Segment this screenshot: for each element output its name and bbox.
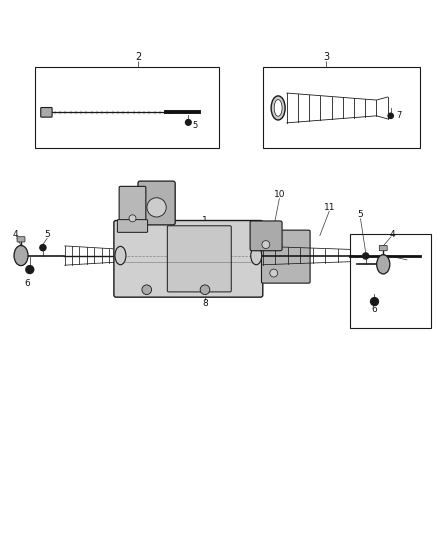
FancyBboxPatch shape: [261, 230, 310, 283]
Bar: [35, 67, 219, 148]
Bar: [263, 67, 420, 148]
Ellipse shape: [115, 246, 126, 265]
Bar: [350, 233, 431, 328]
Ellipse shape: [251, 246, 261, 265]
FancyBboxPatch shape: [250, 221, 282, 251]
Text: 5: 5: [357, 211, 364, 219]
Text: 2: 2: [135, 52, 141, 62]
Text: 5: 5: [44, 230, 50, 239]
Text: 10: 10: [274, 190, 285, 199]
Circle shape: [363, 253, 369, 259]
Ellipse shape: [377, 255, 390, 274]
FancyBboxPatch shape: [17, 237, 25, 242]
Circle shape: [26, 265, 34, 273]
Circle shape: [142, 285, 152, 295]
Circle shape: [371, 297, 378, 305]
Text: 11: 11: [324, 203, 335, 212]
FancyBboxPatch shape: [41, 108, 52, 117]
FancyBboxPatch shape: [117, 220, 148, 232]
Text: 6: 6: [371, 305, 378, 314]
Text: 9: 9: [141, 187, 147, 196]
Circle shape: [147, 198, 166, 217]
Circle shape: [388, 113, 393, 118]
Text: 5: 5: [192, 120, 198, 130]
Ellipse shape: [274, 100, 282, 116]
Circle shape: [40, 245, 46, 251]
Text: 3: 3: [323, 52, 329, 62]
FancyBboxPatch shape: [138, 181, 175, 225]
Text: 1: 1: [202, 215, 208, 224]
Circle shape: [129, 215, 136, 222]
Text: 6: 6: [25, 279, 31, 288]
Circle shape: [186, 119, 191, 125]
Ellipse shape: [271, 96, 285, 120]
Text: 8: 8: [132, 290, 138, 300]
Circle shape: [200, 285, 210, 295]
FancyBboxPatch shape: [119, 187, 146, 224]
FancyBboxPatch shape: [167, 226, 231, 292]
FancyBboxPatch shape: [114, 221, 263, 297]
Circle shape: [262, 241, 270, 248]
Ellipse shape: [14, 246, 28, 265]
Circle shape: [270, 269, 278, 277]
Text: 4: 4: [13, 230, 18, 239]
Text: 4: 4: [389, 230, 395, 239]
Text: 8: 8: [202, 299, 208, 308]
FancyBboxPatch shape: [379, 246, 387, 251]
Text: 7: 7: [397, 111, 402, 120]
